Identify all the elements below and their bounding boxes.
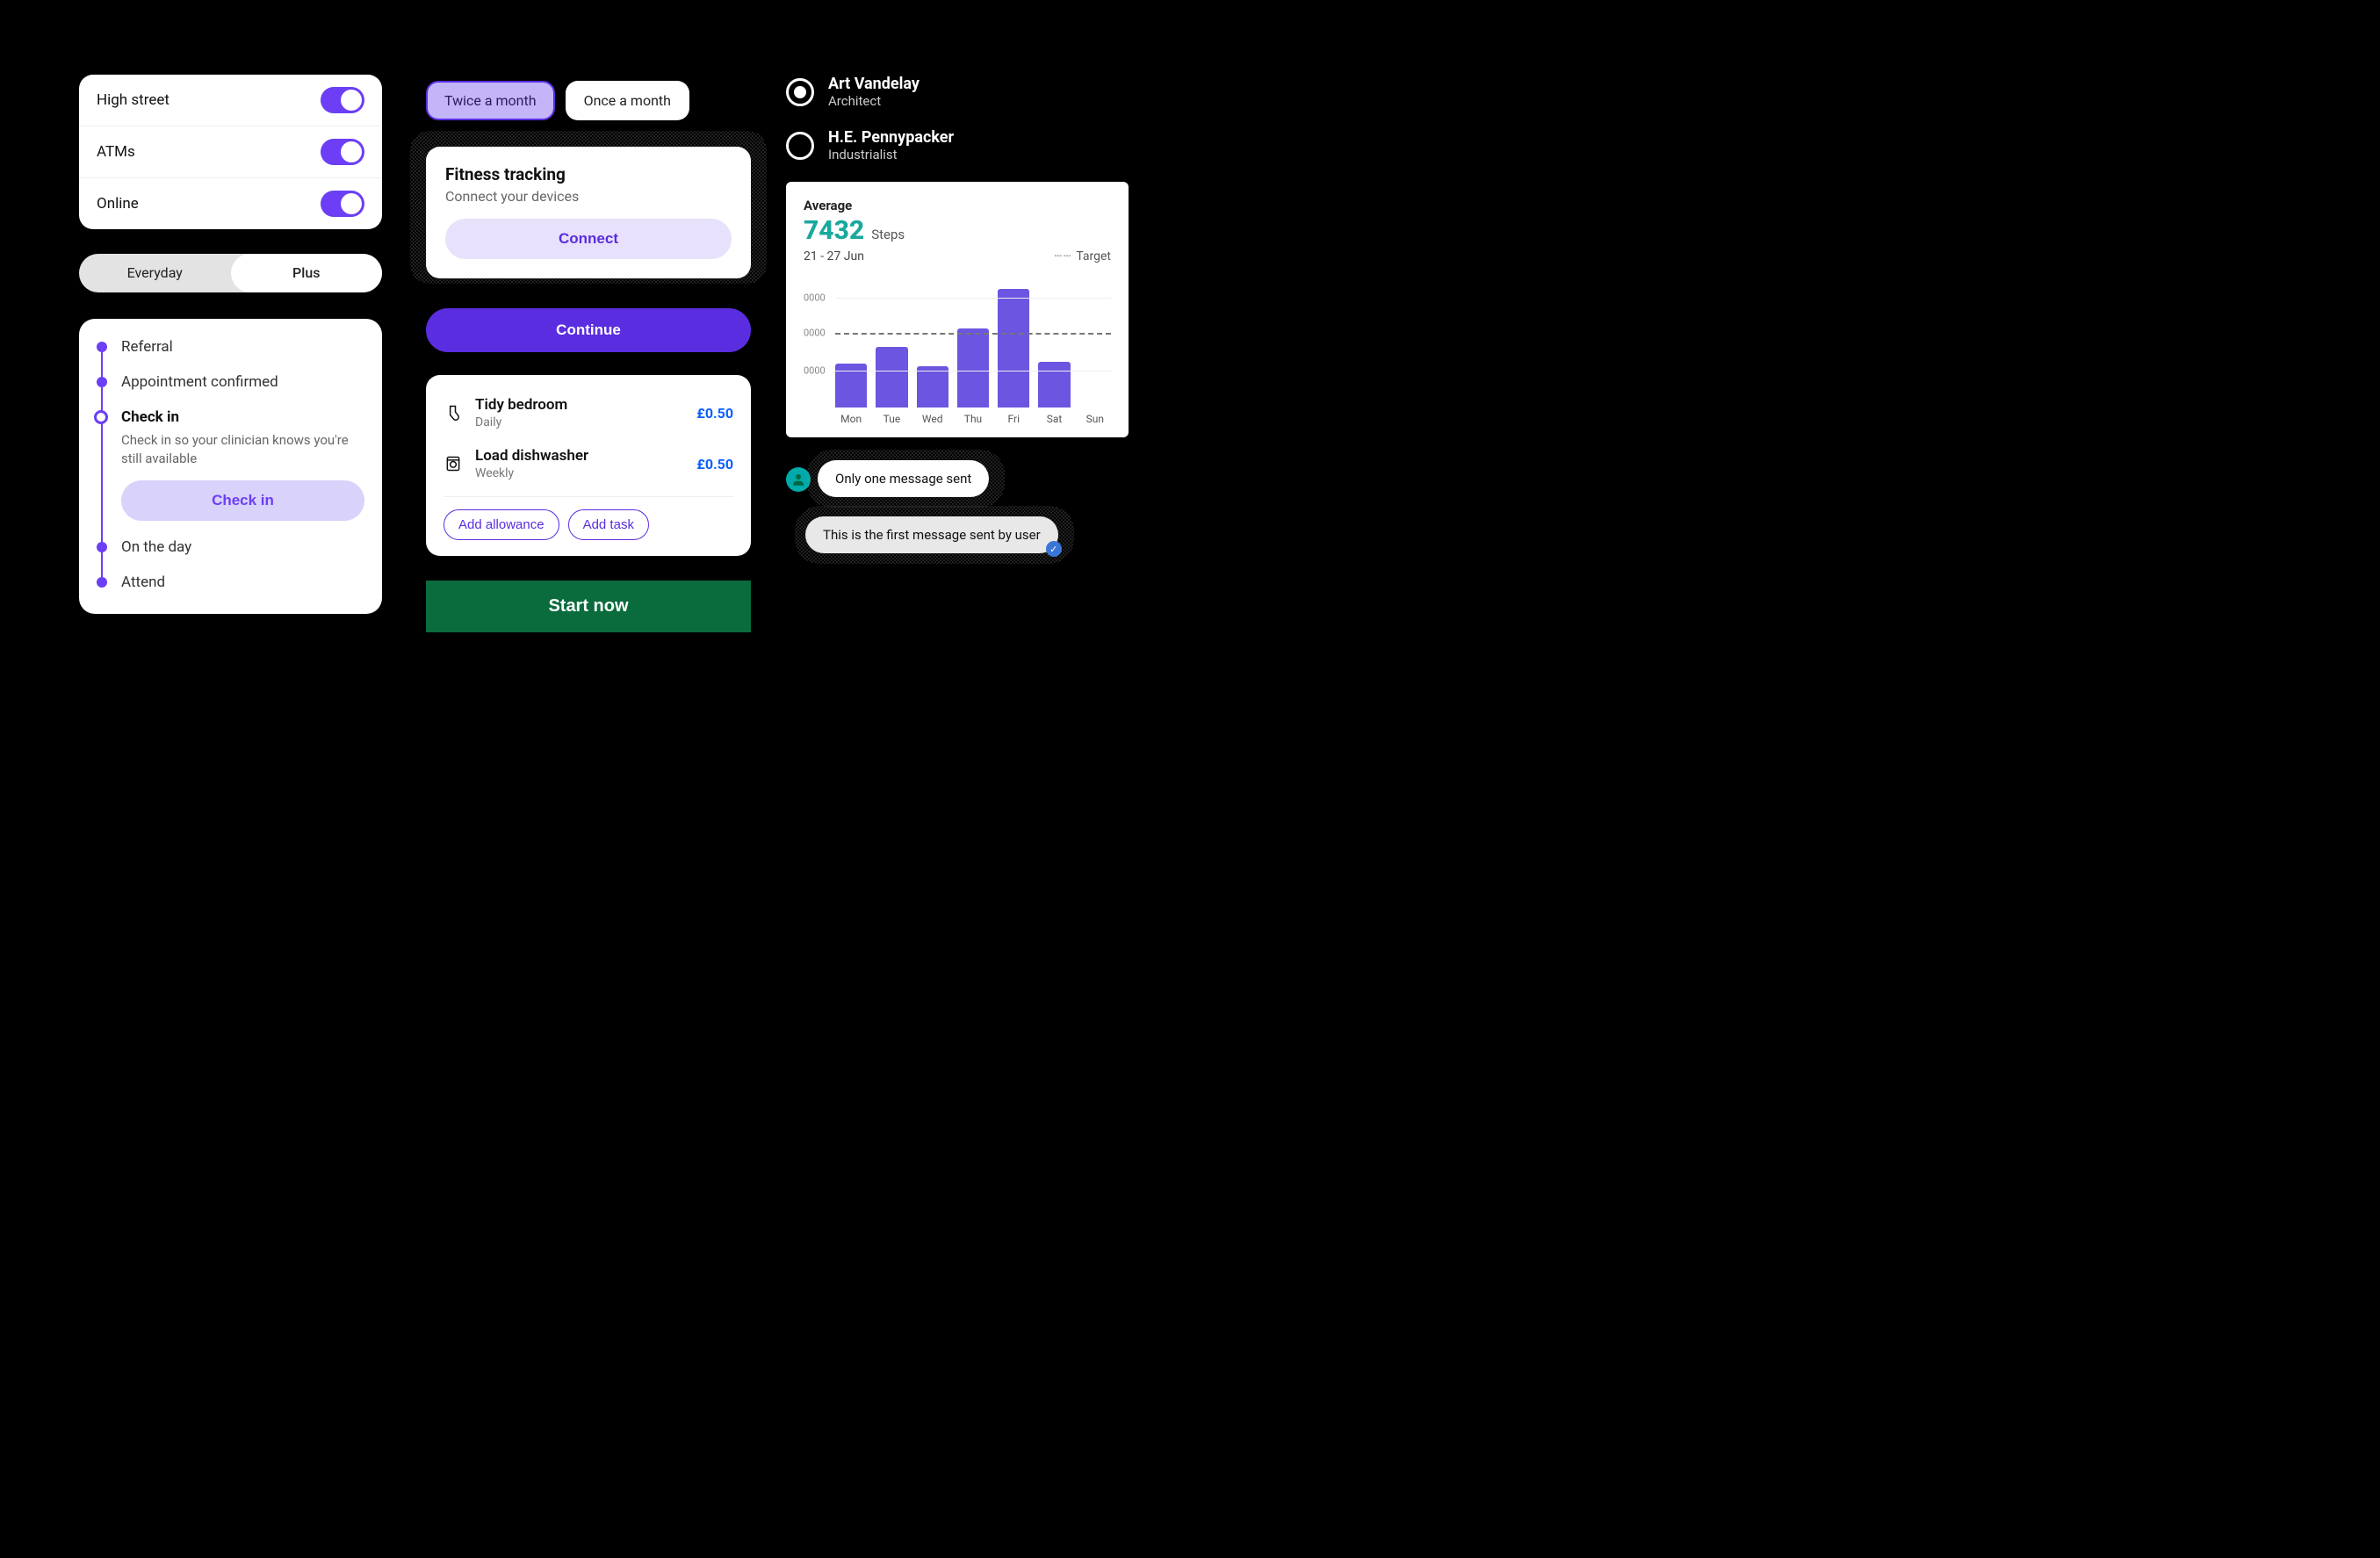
user-name: H.E. Pennypacker: [828, 128, 954, 147]
chat-bubble: This is the first message sent by user: [805, 516, 1058, 553]
frequency-chip[interactable]: Once a month: [566, 81, 689, 120]
task-row[interactable]: Tidy bedroom Daily £0.50: [444, 391, 733, 442]
toggle-switch[interactable]: [321, 87, 364, 113]
chat-bubble: Only one message sent: [818, 460, 989, 497]
user-role: Industrialist: [828, 147, 954, 162]
gridline: [835, 298, 1111, 299]
washer-icon: [444, 454, 463, 473]
chart-date-range: 21 - 27 Jun: [804, 249, 864, 263]
step-title: Attend: [121, 573, 364, 591]
sent-check-icon: [1046, 541, 1062, 557]
chart-bar: [1038, 362, 1070, 408]
tasks-card: Tidy bedroom Daily £0.50 Load dishwasher…: [426, 375, 751, 556]
step-description: Check in so your clinician knows you're …: [121, 431, 364, 468]
step: Appointment confirmed: [121, 373, 364, 408]
task-price: £0.50: [696, 405, 733, 422]
task-row[interactable]: Load dishwasher Weekly £0.50: [444, 442, 733, 493]
step: Attend: [121, 573, 364, 591]
stepper-card: ReferralAppointment confirmedCheck inChe…: [79, 319, 382, 614]
step-title: Check in: [121, 408, 364, 426]
chart-value: 7432: [804, 215, 864, 246]
chart-avg-label: Average: [804, 198, 1111, 213]
user-role: Architect: [828, 93, 920, 109]
y-axis-label: 0000: [804, 292, 826, 304]
step-dot-icon: [97, 377, 107, 387]
step-title: Referral: [121, 338, 364, 356]
chart-unit: Steps: [871, 227, 905, 242]
task-actions: Add allowance Add task: [444, 496, 733, 540]
toggle-row: ATMs: [79, 126, 382, 178]
step: Check in Check in so your clinician knows…: [121, 408, 364, 538]
step-line: [101, 552, 103, 579]
step-title: Appointment confirmed: [121, 373, 364, 391]
add-button[interactable]: Add allowance: [444, 509, 559, 540]
x-axis-label: Sat: [1038, 413, 1070, 425]
toggle-label: ATMs: [97, 143, 135, 161]
continue-button[interactable]: Continue: [426, 308, 751, 352]
task-name: Load dishwasher: [475, 447, 684, 465]
chart-bar: [998, 289, 1029, 408]
chart-x-labels: Mon Tue Wed Thu Fri Sat Sun: [835, 413, 1111, 425]
x-axis-label: Wed: [917, 413, 948, 425]
frequency-chip[interactable]: Twice a month: [426, 81, 555, 120]
x-axis-label: Thu: [957, 413, 989, 425]
add-button[interactable]: Add task: [568, 509, 649, 540]
toggle-row: High street: [79, 75, 382, 126]
toggle-switch[interactable]: [321, 139, 364, 165]
check-in-button[interactable]: Check in: [121, 480, 364, 521]
user-radio-row[interactable]: H.E. Pennypacker Industrialist: [786, 128, 1129, 162]
step-dot-icon: [97, 577, 107, 588]
chart-bar: [957, 328, 989, 408]
x-axis-label: Tue: [876, 413, 907, 425]
y-axis-label: 0000: [804, 328, 826, 339]
toggle-switch[interactable]: [321, 191, 364, 217]
toggle-card: High street ATMs Online: [79, 75, 382, 229]
chart-bar: [876, 347, 907, 408]
step-dot-icon: [97, 542, 107, 552]
y-axis-label: 0000: [804, 364, 826, 376]
sock-icon: [444, 403, 463, 422]
step-dot-icon: [97, 342, 107, 352]
step-line: [101, 422, 103, 544]
segment-option[interactable]: Plus: [231, 254, 383, 292]
fitness-subtitle: Connect your devices: [445, 188, 732, 205]
radio-button[interactable]: [786, 132, 814, 160]
task-name: Tidy bedroom: [475, 396, 684, 414]
step-line: [101, 352, 103, 379]
user-name: Art Vandelay: [828, 75, 920, 93]
chart-target-label: ┄┄Target: [1054, 249, 1111, 263]
task-frequency: Weekly: [475, 466, 684, 480]
segmented-control: EverydayPlus: [79, 254, 382, 292]
segment-option[interactable]: Everyday: [79, 254, 231, 292]
step: On the day: [121, 538, 364, 573]
toggle-label: High street: [97, 91, 169, 109]
chart-bar: [917, 366, 948, 408]
task-price: £0.50: [696, 456, 733, 472]
step-title: On the day: [121, 538, 364, 556]
x-axis-label: Fri: [998, 413, 1029, 425]
x-axis-label: Sun: [1079, 413, 1111, 425]
chart-plot-area: 0000 0000 0000: [804, 276, 1111, 408]
toggle-label: Online: [97, 195, 139, 213]
connect-button[interactable]: Connect: [445, 219, 732, 259]
x-axis-label: Mon: [835, 413, 867, 425]
frequency-chips: Twice a month Once a month: [426, 81, 751, 120]
start-now-button[interactable]: Start now: [426, 581, 751, 632]
fitness-title: Fitness tracking: [445, 164, 732, 184]
step: Referral: [121, 338, 364, 373]
user-radio-group: Art Vandelay Architect H.E. Pennypacker …: [786, 75, 1129, 162]
chat-messages: Only one message sent This is the first …: [786, 460, 1129, 553]
gridline: [835, 333, 1111, 335]
toggle-row: Online: [79, 178, 382, 229]
user-radio-row[interactable]: Art Vandelay Architect: [786, 75, 1129, 109]
steps-chart-card: Average 7432 Steps 21 - 27 Jun ┄┄Target …: [786, 182, 1129, 437]
radio-button[interactable]: [786, 78, 814, 106]
task-frequency: Daily: [475, 415, 684, 429]
fitness-card: Fitness tracking Connect your devices Co…: [426, 147, 751, 278]
